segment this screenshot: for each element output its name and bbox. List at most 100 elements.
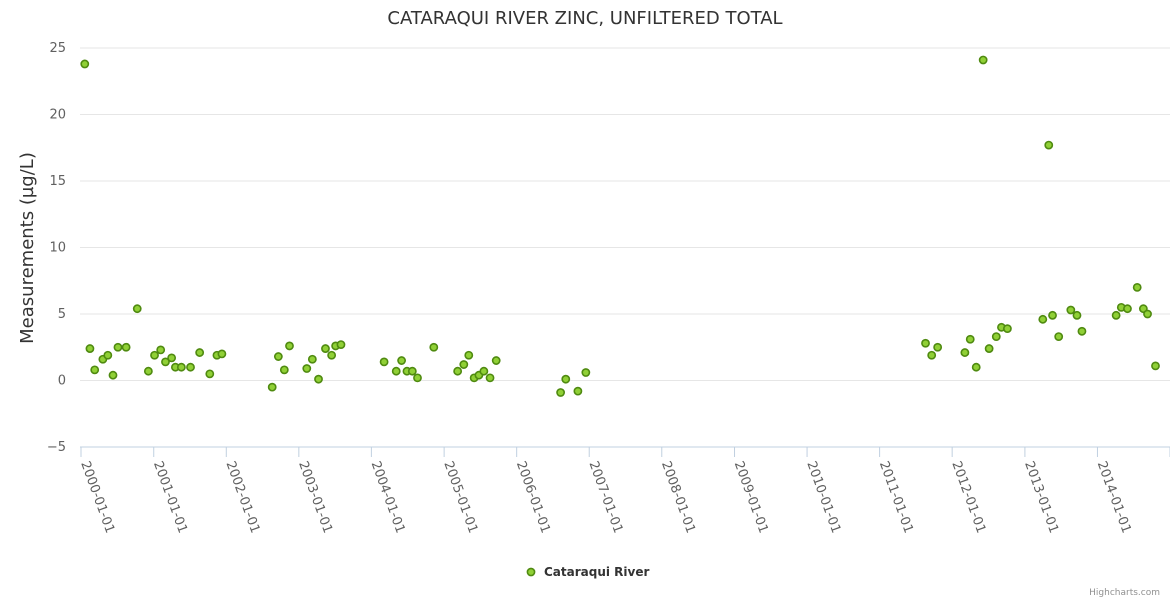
data-point[interactable] [321,344,330,353]
data-point[interactable] [176,362,186,372]
data-point[interactable] [103,350,113,360]
data-point[interactable] [1038,314,1048,324]
x-tick-label: 2001-01-01 [150,459,190,535]
x-tick-label: 2000-01-01 [77,459,117,535]
data-point[interactable] [927,350,937,360]
data-point[interactable] [978,55,988,65]
y-tick-label: −5 [47,440,66,455]
legend-label[interactable]: Cataraqui River [544,565,649,579]
data-point[interactable] [479,366,489,376]
y-tick-label: 15 [49,174,66,189]
gridlines [80,47,1170,381]
x-tick-label: 2005-01-01 [440,459,480,535]
x-tick-label: 2009-01-01 [731,459,771,535]
data-point[interactable] [1123,304,1132,314]
data-point[interactable] [453,366,463,376]
data-point[interactable] [965,334,975,344]
data-point[interactable] [1044,140,1054,150]
legend-marker[interactable] [526,567,536,577]
legend[interactable]: Cataraqui River [526,565,649,579]
data-point[interactable] [314,374,323,384]
y-axis-ticks: 25 20 15 10 5 0 −5 [47,41,66,455]
data-point[interactable] [1066,305,1076,315]
data-point[interactable] [971,362,981,372]
data-point[interactable] [85,344,95,353]
y-tick-label: 10 [49,241,66,256]
data-point[interactable] [379,357,389,367]
data-point[interactable] [108,370,118,380]
x-tick-label: 2004-01-01 [368,459,408,535]
data-point[interactable] [1003,324,1012,334]
data-point[interactable] [1151,361,1160,371]
x-tick-label: 2014-01-01 [1094,459,1134,535]
data-point[interactable] [491,356,501,365]
x-tick-label: 2003-01-01 [295,459,335,535]
series-cataraqui-river[interactable] [80,55,1160,397]
y-tick-label: 25 [49,41,66,56]
data-point[interactable] [80,59,90,69]
x-tick-label: 2012-01-01 [948,459,988,535]
data-point[interactable] [217,349,227,359]
data-point[interactable] [581,368,591,377]
data-point[interactable] [143,366,153,376]
data-point[interactable] [485,373,495,383]
data-point[interactable] [921,338,930,348]
data-point[interactable] [1111,310,1121,320]
y-tick-label: 20 [49,108,66,123]
data-point[interactable] [205,369,215,379]
y-axis-title: Measurements (µg/L) [17,152,38,344]
y-tick-label: 0 [58,374,66,389]
data-point[interactable] [984,344,994,353]
data-point[interactable] [1054,332,1064,342]
data-point[interactable] [121,342,131,352]
data-point[interactable] [336,340,346,349]
data-point[interactable] [132,304,142,314]
data-point[interactable] [195,348,205,357]
data-point[interactable] [391,366,401,376]
data-point[interactable] [273,352,283,361]
y-tick-label: 5 [58,307,66,322]
data-point[interactable] [1143,309,1152,319]
x-tick-label: 2015-01-01 [1166,459,1170,535]
data-point[interactable] [113,342,123,352]
x-tick-label: 2013-01-01 [1021,459,1061,535]
data-point[interactable] [302,364,312,373]
x-tick-label: 2008-01-01 [658,459,698,535]
data-point[interactable] [556,388,566,397]
chart-title: CATARAQUI RIVER ZINC, UNFILTERED TOTAL [387,8,782,29]
data-point[interactable] [1132,282,1142,292]
data-point[interactable] [464,350,474,360]
data-point[interactable] [167,353,177,363]
data-point[interactable] [1048,310,1057,320]
data-point[interactable] [307,354,317,364]
x-tick-label: 2010-01-01 [803,459,843,535]
data-point[interactable] [960,348,970,357]
data-point[interactable] [90,365,100,375]
data-point[interactable] [327,350,337,360]
x-tick-label: 2011-01-01 [876,459,916,535]
data-point[interactable] [413,373,422,383]
credits-link[interactable]: Highcharts.com [1089,588,1160,598]
data-point[interactable] [407,366,417,376]
data-point[interactable] [991,332,1001,342]
data-point[interactable] [1072,310,1082,320]
data-point[interactable] [267,382,277,392]
data-point[interactable] [285,341,294,351]
data-point[interactable] [933,342,943,352]
x-tick-label: 2002-01-01 [223,459,263,535]
data-point[interactable] [1077,326,1087,336]
data-point[interactable] [397,356,406,365]
data-point[interactable] [429,342,439,352]
x-tick-label: 2007-01-01 [585,459,625,535]
data-point[interactable] [186,362,195,372]
data-point[interactable] [561,374,571,384]
data-point[interactable] [150,350,159,360]
x-axis-ticks: 2000-01-01 2001-01-01 2002-01-01 2003-01-01… [77,447,1170,535]
x-tick-label: 2006-01-01 [513,459,553,535]
data-point[interactable] [573,386,583,396]
data-point[interactable] [279,365,289,375]
data-point[interactable] [156,345,166,355]
data-point[interactable] [161,357,170,367]
data-point[interactable] [459,360,469,369]
